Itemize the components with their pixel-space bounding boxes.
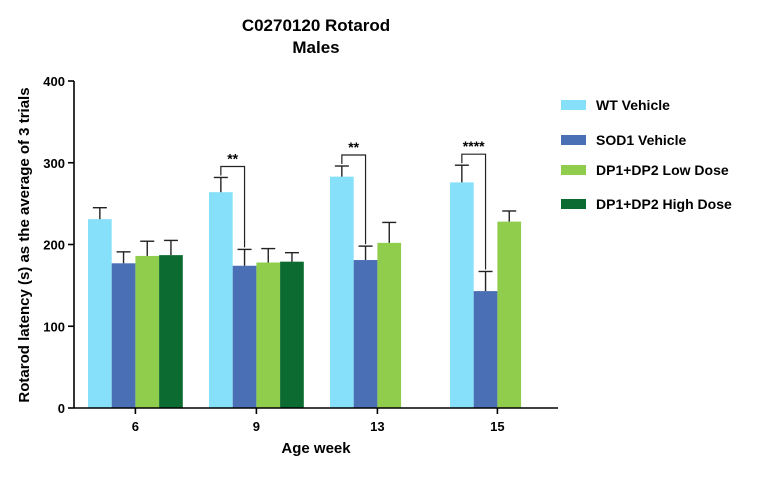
x-tick-label-13: 13	[370, 419, 384, 434]
legend: WT Vehicle SOD1 Vehicle DP1+DP2 Low Dose DP…	[561, 97, 732, 212]
bar-dp1-dp2-low-dose-week-13	[377, 242, 402, 408]
significance-bracket-week-13	[341, 154, 367, 245]
bar-dp1-dp2-low-dose-week-6	[135, 255, 160, 408]
y-tick-label-100: 100	[43, 319, 65, 334]
significance-bracket-week-9	[220, 165, 246, 248]
bar-sod1-vehicle-week-9	[232, 265, 257, 408]
legend-swatch-2	[561, 165, 586, 175]
bar-wt-vehicle-week-13	[330, 176, 354, 408]
chart-title-line-1: C0270120 Rotarod	[242, 16, 390, 35]
chart-title-line-2: Males	[292, 38, 339, 57]
y-tick-label-400: 400	[43, 74, 65, 89]
y-axis-label: Rotarod latency (s) as the average of 3 …	[16, 87, 33, 402]
bar-sod1-vehicle-week-15	[473, 291, 498, 408]
y-tick-label-200: 200	[43, 238, 65, 253]
bar-wt-vehicle-week-15	[450, 182, 474, 408]
significance-bracket-week-15	[461, 153, 487, 270]
significance-label-week-9: **	[227, 150, 238, 166]
legend-swatch-3	[561, 199, 586, 209]
bar-sod1-vehicle-week-6	[111, 263, 136, 408]
x-tick-label-15: 15	[490, 419, 504, 434]
bar-wt-vehicle-week-6	[88, 219, 112, 408]
legend-label-2: DP1+DP2 Low Dose	[596, 162, 729, 178]
significance-label-week-15: ****	[463, 138, 485, 154]
bar-dp1-dp2-low-dose-week-15	[497, 221, 522, 408]
y-tick-label-300: 300	[43, 156, 65, 171]
bar-sod1-vehicle-week-13	[353, 260, 378, 408]
bar-dp1-dp2-high-dose-week-9	[280, 261, 304, 408]
legend-label-0: WT Vehicle	[596, 97, 670, 113]
x-tick-label-9: 9	[253, 419, 260, 434]
legend-label-1: SOD1 Vehicle	[596, 132, 686, 148]
significance-label-week-13: **	[348, 139, 359, 155]
legend-swatch-1	[561, 135, 586, 145]
x-tick-label-6: 6	[132, 419, 139, 434]
bar-dp1-dp2-low-dose-week-9	[256, 262, 281, 408]
bar-wt-vehicle-week-9	[209, 192, 233, 408]
legend-label-3: DP1+DP2 High Dose	[596, 196, 732, 212]
y-tick-label-0: 0	[58, 401, 65, 416]
bar-dp1-dp2-high-dose-week-6	[159, 255, 183, 408]
x-axis-label: Age week	[281, 440, 351, 457]
legend-swatch-0	[561, 100, 586, 110]
